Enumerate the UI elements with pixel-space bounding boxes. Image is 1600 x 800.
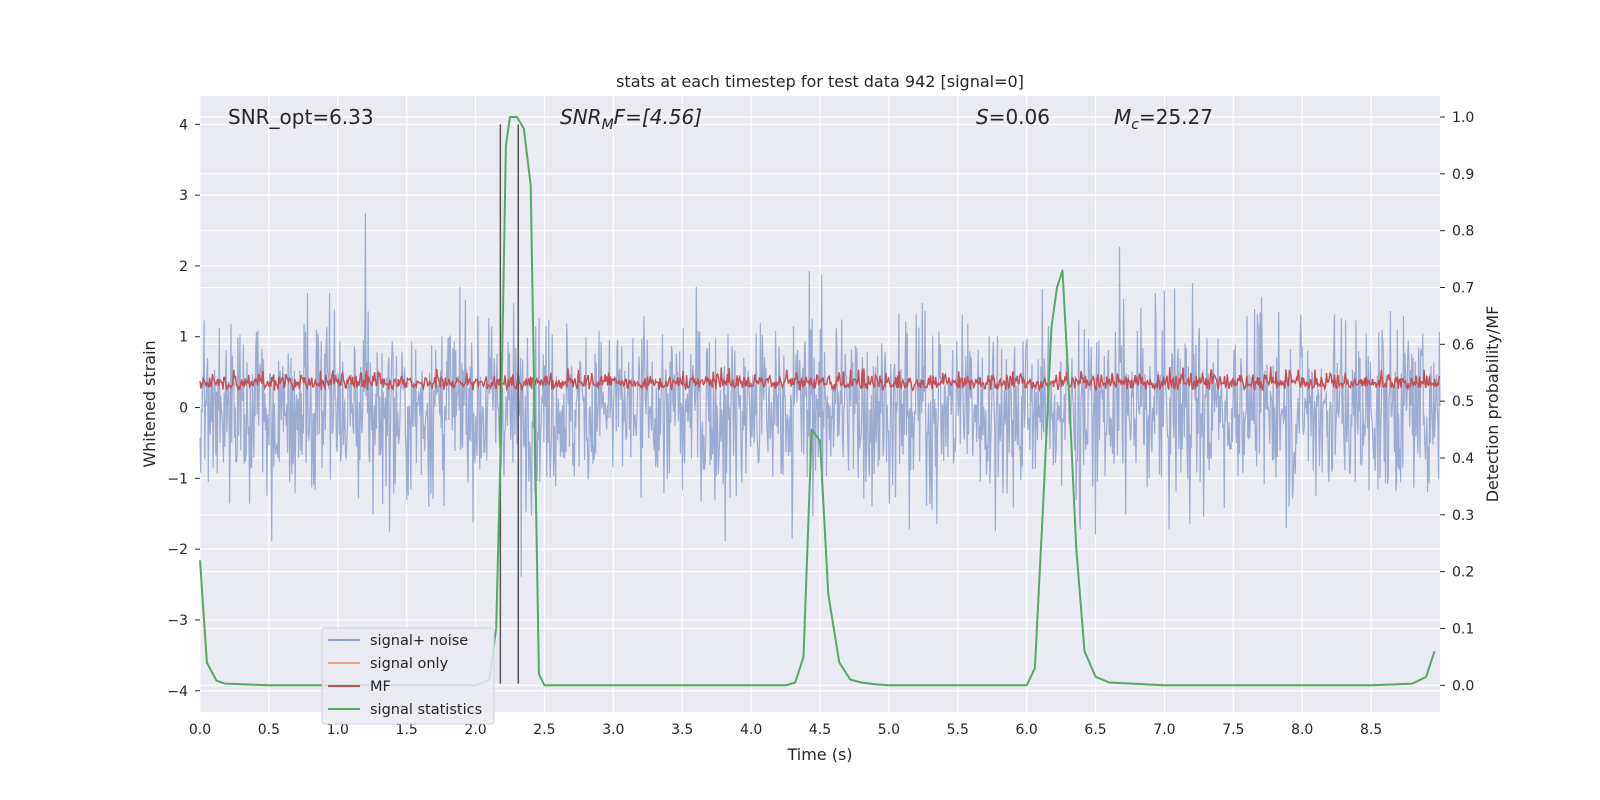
yr-tick-label-2: 0.8 (1452, 224, 1474, 240)
x-tick-label-10: 5.0 (878, 722, 900, 738)
x-tick-label-2: 1.0 (327, 722, 349, 738)
x-tick-label-6: 3.0 (602, 722, 624, 738)
x-tick-label-7: 3.5 (671, 722, 693, 738)
yr-tick-label-8: 0.2 (1452, 565, 1474, 581)
mf-line (199, 366, 1441, 393)
annotation-snr-opt: SNR_opt=6.33 (228, 105, 374, 129)
chart-title: stats at each timestep for test data 942… (616, 72, 1024, 91)
yr-tick-label-0: 1.0 (1452, 110, 1474, 126)
series-mf (199, 366, 1441, 393)
y-axis-label: Whitened strain (140, 340, 159, 467)
legend-label-signal-noise: signal+ noise (370, 633, 468, 649)
annotation-mc: Mc=25.27 (1114, 105, 1213, 133)
annotation-mc-sub: c (1131, 117, 1139, 133)
yr-tick-label-3: 0.7 (1452, 281, 1474, 297)
x-tick-label-4: 2.0 (464, 722, 486, 738)
annotation-snr-mf-sub: M (602, 117, 614, 133)
yr-tick-label-6: 0.4 (1452, 451, 1474, 467)
y-tick-label-8: −4 (167, 684, 188, 700)
y-tick-label-6: −2 (167, 542, 188, 558)
annotation-snr-mf-main: SNR (560, 105, 602, 129)
y-axis-right-ticks: 1.0 0.9 0.8 0.7 0.6 0.5 0.4 0.3 0.2 0.1 0.0 (1440, 110, 1474, 694)
x-tick-label-17: 8.5 (1360, 722, 1382, 738)
x-tick-label-0: 0.0 (189, 722, 211, 738)
y-tick-label-3: 1 (179, 330, 188, 346)
y-axis-left-ticks: 4 3 2 1 0 −1 −2 −3 −4 (167, 117, 200, 700)
x-axis-label: Time (s) (786, 745, 852, 764)
x-tick-label-14: 7.0 (1153, 722, 1175, 738)
legend-box (321, 627, 495, 725)
y-tick-label-5: −1 (167, 471, 188, 487)
y-axis-right-label: Detection probability/MF (1483, 306, 1502, 503)
x-tick-label-3: 1.5 (396, 722, 418, 738)
x-axis-ticks: 0.0 0.5 1.0 1.5 2.0 2.5 3.0 3.5 4.0 4.5 5.0 5.5 6.0 6… (189, 722, 1382, 738)
annotation-s: S=0.06 (976, 105, 1050, 129)
legend-label-signal-statistics: signal statistics (370, 702, 482, 718)
y-tick-label-4: 0 (179, 401, 188, 417)
y-tick-label-7: −3 (167, 613, 188, 629)
y-tick-label-1: 3 (179, 188, 188, 204)
annotation-snr-mf: SNRMF=[4.56] (560, 105, 702, 133)
y-tick-label-2: 2 (179, 259, 188, 275)
x-tick-label-8: 4.0 (740, 722, 762, 738)
yr-tick-label-4: 0.6 (1452, 337, 1474, 353)
annotation-snr-mf-rest: F=[4.56] (614, 105, 702, 129)
yr-tick-label-5: 0.5 (1452, 394, 1474, 410)
x-tick-label-11: 5.5 (947, 722, 969, 738)
annotation-s-label: S (976, 105, 989, 129)
x-tick-label-15: 7.5 (1222, 722, 1244, 738)
x-tick-label-5: 2.5 (533, 722, 555, 738)
x-tick-label-1: 0.5 (258, 722, 280, 738)
legend-label-signal-only: signal only (370, 656, 449, 672)
legend: signal+ noise signal only MF signal stat… (321, 627, 495, 725)
yr-tick-label-7: 0.3 (1452, 508, 1474, 524)
x-tick-label-9: 4.5 (809, 722, 831, 738)
x-tick-label-16: 8.0 (1291, 722, 1313, 738)
x-tick-label-13: 6.5 (1084, 722, 1106, 738)
y-tick-label-0: 4 (179, 117, 188, 133)
legend-label-mf: MF (370, 679, 391, 695)
yr-tick-label-1: 0.9 (1452, 167, 1474, 183)
annotation-mc-label: M (1114, 105, 1131, 129)
series-signal-noise (199, 213, 1441, 577)
x-tick-label-12: 6.0 (1016, 722, 1038, 738)
yr-tick-label-10: 0.0 (1452, 678, 1474, 694)
signal-noise-line (199, 213, 1441, 577)
annotation-mc-value: =25.27 (1139, 105, 1213, 129)
annotation-s-value: =0.06 (989, 105, 1050, 129)
yr-tick-label-9: 0.1 (1452, 621, 1474, 637)
